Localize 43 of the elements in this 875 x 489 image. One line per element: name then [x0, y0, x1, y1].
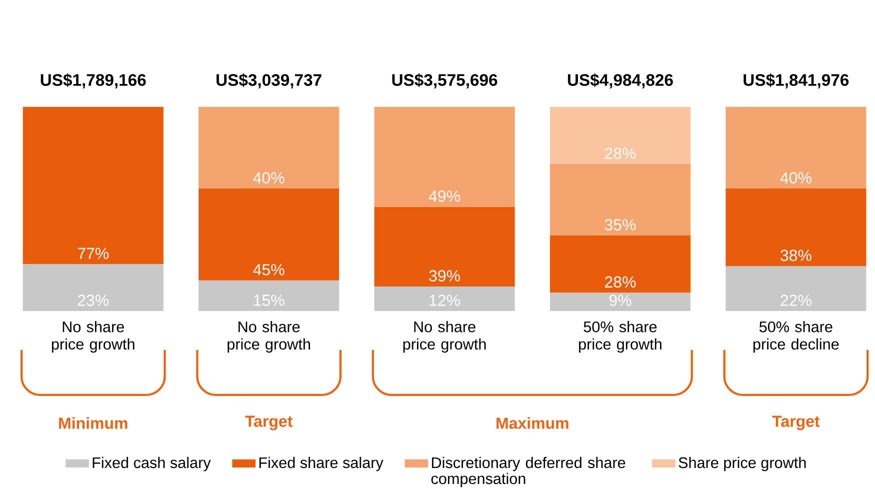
- bar: [22, 106, 164, 264]
- bar: [374, 206, 515, 286]
- total-label: US$4,984,826: [568, 73, 673, 88]
- text: Target: [772, 416, 820, 430]
- bar: [550, 106, 691, 164]
- data-label: 28%: [605, 276, 636, 288]
- data-label: 38%: [780, 250, 812, 262]
- total-label: US$1,841,976: [744, 73, 849, 88]
- bar: [550, 164, 691, 236]
- total-label: US$1,789,166: [40, 73, 146, 88]
- x-tick-label: 50% share price decline: [753, 321, 839, 353]
- x-tick-label: No share price growth: [228, 321, 310, 353]
- data-label: 28%: [605, 148, 636, 159]
- bar: [22, 264, 164, 311]
- bar: [198, 106, 340, 189]
- x-tick-label: No share price growth: [403, 321, 486, 353]
- bar: [374, 106, 515, 207]
- bar: [726, 266, 866, 311]
- total-label: US$3,575,696: [392, 73, 498, 88]
- legend-label: Fixed cash salary: [92, 456, 211, 472]
- legend-label: Fixed share salary: [259, 456, 384, 472]
- x-tick-label: No share price growth: [52, 321, 134, 353]
- bar: [198, 280, 340, 311]
- text: Minimum: [59, 417, 128, 429]
- data-label: 35%: [604, 219, 636, 230]
- data-label: 77%: [78, 248, 109, 259]
- text: Target: [245, 416, 292, 430]
- bar: [726, 188, 866, 266]
- data-label: 45%: [253, 264, 284, 276]
- bar: [550, 235, 691, 293]
- bar: [198, 188, 340, 280]
- data-label: 39%: [429, 270, 460, 282]
- legend-label: Share price growth: [678, 456, 806, 472]
- total-label: US$3,039,737: [216, 73, 322, 88]
- legend-label: Discretionary deferred share compensation: [431, 456, 626, 488]
- text: Maximum: [496, 417, 568, 429]
- bar: [374, 286, 515, 311]
- bar: [726, 106, 866, 189]
- data-label: 40%: [253, 172, 284, 184]
- data-label: 49%: [428, 190, 460, 202]
- x-tick-label: 50% share price growth: [579, 321, 662, 353]
- data-label: 40%: [780, 172, 812, 184]
- bar: [550, 292, 691, 311]
